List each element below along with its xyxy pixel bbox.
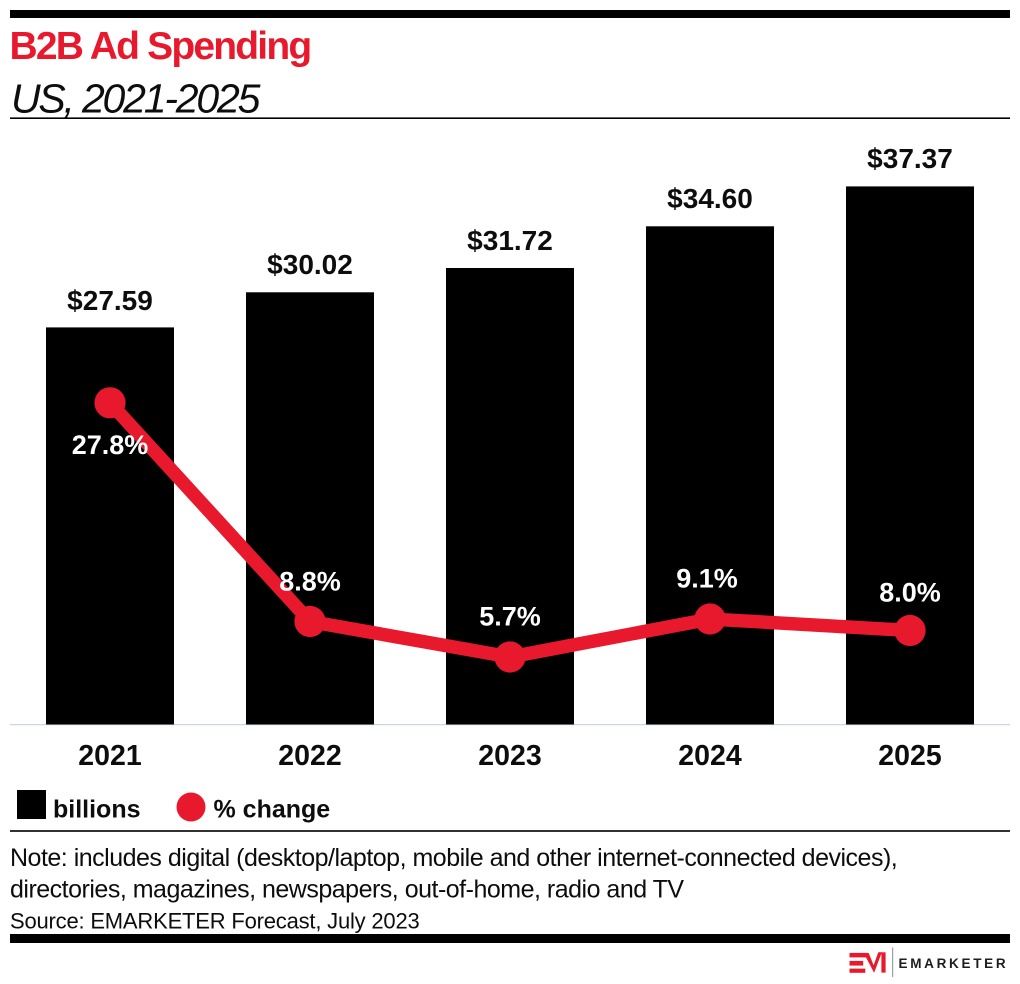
svg-text:5.7%: 5.7% [479, 602, 541, 632]
svg-text:9.1%: 9.1% [676, 564, 738, 594]
svg-text:2025: 2025 [878, 740, 942, 772]
svg-text:2023: 2023 [478, 740, 541, 772]
svg-text:US, 2021-2025: US, 2021-2025 [11, 76, 261, 122]
svg-text:$37.37: $37.37 [867, 143, 953, 174]
svg-text:8.0%: 8.0% [879, 578, 941, 608]
svg-text:$31.72: $31.72 [467, 225, 553, 256]
svg-text:2024: 2024 [678, 740, 742, 772]
svg-text:2021: 2021 [78, 740, 142, 772]
svg-text:Note: includes digital (deskto: Note: includes digital (desktop/laptop, … [10, 844, 897, 872]
svg-text:$30.02: $30.02 [267, 249, 353, 280]
svg-text:% change: % change [214, 795, 331, 823]
svg-text:directories, magazines, newspa: directories, magazines, newspapers, out-… [10, 876, 684, 904]
svg-text:Source: EMARKETER Forecast, Ju: Source: EMARKETER Forecast, July 2023 [10, 909, 420, 934]
svg-text:billions: billions [53, 795, 141, 823]
svg-text:27.8%: 27.8% [72, 430, 149, 460]
svg-text:8.8%: 8.8% [279, 566, 341, 596]
svg-text:2022: 2022 [278, 740, 341, 772]
svg-text:B2B Ad Spending: B2B Ad Spending [10, 25, 311, 68]
svg-text:$27.59: $27.59 [67, 285, 153, 316]
svg-text:EMARKETER: EMARKETER [899, 956, 1009, 971]
svg-text:$34.60: $34.60 [667, 183, 753, 214]
